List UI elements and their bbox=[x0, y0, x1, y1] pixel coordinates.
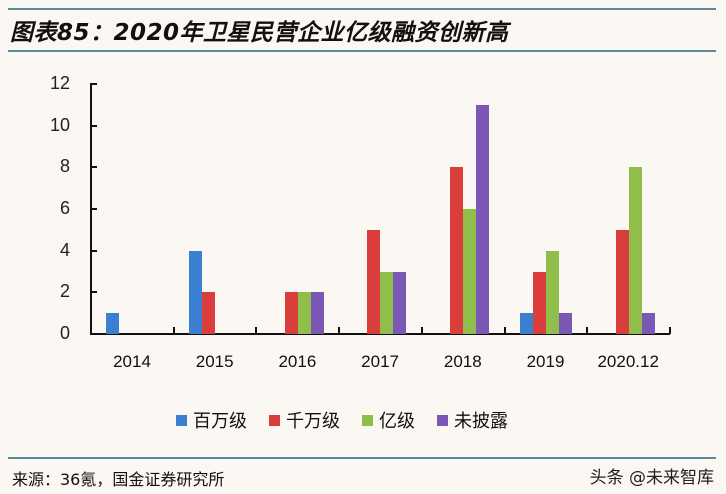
legend-item: 千万级 bbox=[269, 407, 340, 433]
y-axis-tick-label: 12 bbox=[49, 73, 70, 93]
legend-label: 百万级 bbox=[193, 411, 247, 432]
y-axis-tick-label: 8 bbox=[59, 156, 70, 177]
bar-未披露 bbox=[641, 313, 655, 334]
title-bottom-rule bbox=[8, 50, 716, 52]
bar-千万级 bbox=[615, 229, 629, 334]
y-axis-tick bbox=[90, 249, 97, 252]
y-axis-tick-label: 2 bbox=[59, 281, 70, 302]
watermark: 头条 @未来智库 bbox=[589, 468, 714, 488]
y-axis-tick-label: 6 bbox=[59, 198, 70, 218]
bar-未披露 bbox=[476, 104, 490, 334]
bar-亿级 bbox=[628, 167, 642, 334]
y-axis-tick bbox=[90, 291, 97, 294]
footer-rule bbox=[8, 457, 716, 459]
y-axis-tick bbox=[90, 333, 97, 335]
y-axis-tick-label: 4 bbox=[59, 239, 70, 260]
chart-legend: 百万级 千万级 亿级 未披露 bbox=[176, 407, 508, 433]
source-note: 来源：36氪，国金证券研究所 bbox=[12, 470, 225, 489]
x-axis-label: 2018 bbox=[443, 352, 482, 371]
legend-item: 未披露 bbox=[437, 407, 508, 433]
bar-未披露 bbox=[310, 292, 324, 334]
y-axis-tick-label: 10 bbox=[49, 114, 70, 135]
x-axis-tick bbox=[420, 327, 423, 334]
legend-swatch bbox=[362, 414, 373, 426]
legend-swatch bbox=[437, 414, 448, 426]
x-axis-tick bbox=[338, 327, 341, 334]
legend-label: 千万级 bbox=[286, 411, 340, 432]
y-axis-tick bbox=[90, 83, 97, 85]
title-top-rule bbox=[8, 8, 716, 10]
y-axis-tick bbox=[90, 166, 97, 169]
legend-swatch bbox=[176, 414, 187, 426]
x-axis-tick bbox=[172, 327, 175, 334]
bar-千万级 bbox=[450, 167, 464, 334]
x-axis-label: 2017 bbox=[361, 352, 399, 371]
bar-未披露 bbox=[558, 313, 572, 334]
bar-千万级 bbox=[284, 292, 298, 334]
x-axis-label: 2016 bbox=[278, 352, 317, 371]
legend-item: 百万级 bbox=[176, 407, 247, 433]
x-axis-line bbox=[90, 333, 670, 335]
x-axis-label: 2014 bbox=[113, 352, 151, 371]
x-axis-tick bbox=[503, 327, 506, 334]
bar-千万级 bbox=[367, 229, 381, 334]
bar-千万级 bbox=[202, 292, 216, 334]
x-axis-label: 2020.12 bbox=[597, 352, 659, 371]
bar-亿级 bbox=[545, 250, 559, 334]
chart-title: 图表85：2020年卫星民营企业亿级融资创新高 bbox=[10, 20, 509, 46]
x-axis-tick bbox=[668, 327, 671, 334]
x-axis-tick bbox=[586, 327, 589, 334]
legend-swatch bbox=[269, 414, 280, 426]
legend-item: 亿级 bbox=[362, 407, 415, 433]
bar-亿级 bbox=[297, 292, 311, 334]
bar-亿级 bbox=[380, 271, 394, 334]
legend-label: 亿级 bbox=[379, 411, 415, 432]
bar-百万级 bbox=[519, 313, 533, 334]
legend-label: 未披露 bbox=[454, 411, 508, 432]
bar-千万级 bbox=[532, 271, 546, 334]
x-axis-label: 2019 bbox=[526, 352, 565, 371]
y-axis-tick-label: 0 bbox=[59, 323, 70, 343]
bar-未披露 bbox=[393, 271, 407, 334]
x-axis-label: 2015 bbox=[195, 352, 234, 371]
y-axis-tick bbox=[90, 208, 97, 210]
bar-百万级 bbox=[189, 250, 203, 334]
x-axis-tick bbox=[255, 327, 258, 334]
bar-百万级 bbox=[106, 313, 120, 334]
bar-亿级 bbox=[463, 209, 477, 334]
y-axis-tick bbox=[90, 124, 97, 127]
